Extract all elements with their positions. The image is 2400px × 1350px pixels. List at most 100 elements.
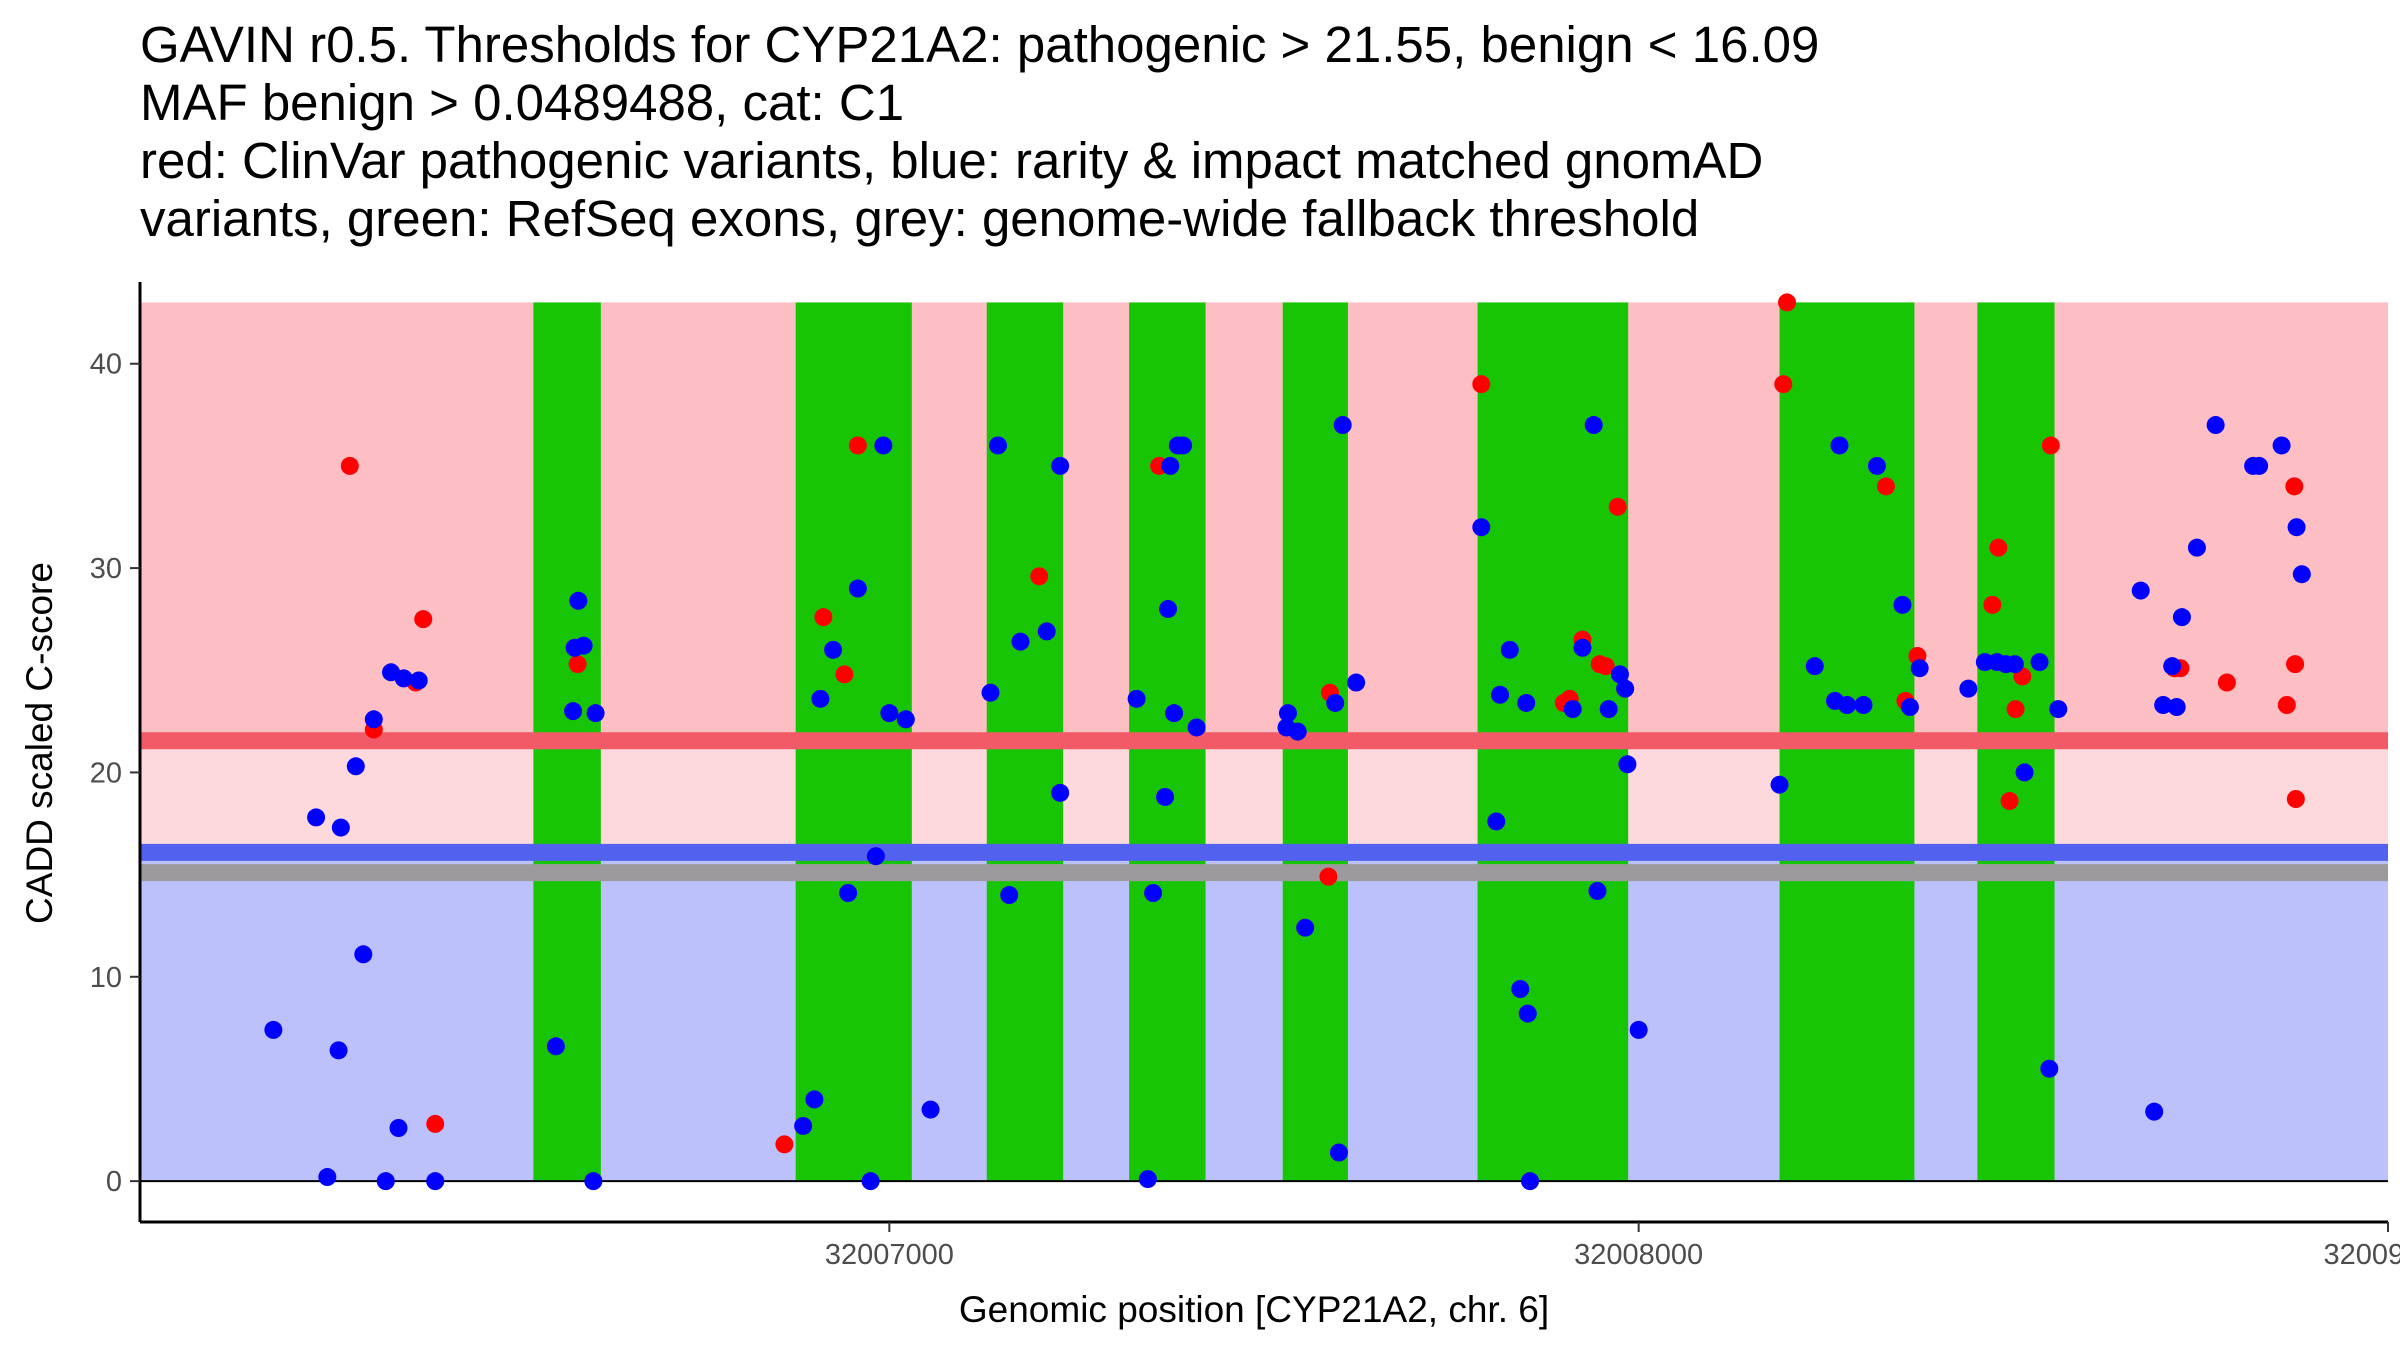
- gnomad-point: [1521, 1172, 1540, 1191]
- gnomad-point: [264, 1020, 283, 1039]
- gnomad-point: [1616, 679, 1635, 698]
- gnomad-point: [794, 1116, 813, 1135]
- gnomad-point: [880, 704, 899, 723]
- gnomad-point: [1837, 696, 1856, 714]
- gnomad-point: [426, 1172, 445, 1191]
- gnomad-point: [1472, 518, 1491, 537]
- title-line-1: GAVIN r0.5. Thresholds for CYP21A2: path…: [140, 16, 1819, 73]
- gnomad-point: [866, 847, 885, 866]
- gnomad-point: [1051, 456, 1070, 475]
- gnomad-point: [2049, 700, 2068, 719]
- gnomad-point: [2131, 581, 2150, 600]
- gnomad-point: [861, 1172, 880, 1191]
- gnomad-point: [2005, 655, 2024, 674]
- gnomad-point: [1573, 638, 1592, 657]
- gnomad-point: [394, 669, 413, 688]
- gnomad-point: [1011, 632, 1030, 651]
- y-tick-label: 40: [90, 349, 122, 381]
- gnomad-point: [2287, 518, 2306, 537]
- clinvar-point: [1319, 867, 1338, 886]
- gnomad-point: [2030, 653, 2049, 672]
- gnomad-point: [389, 1119, 408, 1137]
- gnomad-point: [1770, 775, 1789, 794]
- clinvar-point: [1030, 567, 1049, 586]
- gnomad-point: [1563, 700, 1582, 719]
- gnomad-point: [1599, 700, 1618, 719]
- clinvar-point: [2286, 655, 2305, 674]
- clinvar-point: [1778, 293, 1797, 312]
- clinvar-point: [775, 1135, 794, 1154]
- gnomad-point: [1629, 1020, 1648, 1039]
- title-line-3: red: ClinVar pathogenic variants, blue: …: [140, 132, 1763, 189]
- y-tick-label: 20: [90, 757, 122, 789]
- clinvar-point: [1989, 538, 2008, 557]
- gnomad-point: [1610, 665, 1629, 684]
- clinvar-point: [2286, 790, 2305, 808]
- gnomad-point: [1329, 1143, 1348, 1162]
- gnomad-point: [318, 1168, 337, 1187]
- clinvar-point: [2217, 673, 2236, 692]
- gnomad-point: [364, 710, 383, 729]
- y-tick-label: 0: [106, 1166, 122, 1198]
- gnomad-point: [1174, 436, 1193, 455]
- gnomad-point: [1347, 673, 1366, 692]
- gnomad-point: [981, 683, 1000, 702]
- gnomad-point: [1144, 884, 1163, 902]
- clinvar-point: [2285, 477, 2304, 496]
- gnomad-point: [1000, 886, 1019, 905]
- gnomad-point: [2172, 608, 2191, 627]
- gnomad-point: [1511, 980, 1530, 999]
- clinvar-point: [2277, 696, 2296, 714]
- gnomad-point: [586, 704, 605, 723]
- gnomad-point: [2163, 657, 2182, 676]
- gnomad-point: [1618, 755, 1637, 774]
- clinvar-point: [814, 608, 833, 627]
- y-tick-label: 30: [90, 553, 122, 585]
- gnomad-point: [1487, 812, 1506, 831]
- gnomad-point: [1156, 787, 1175, 806]
- gnomad-point: [1159, 599, 1178, 618]
- x-tick-label: 32009000: [2323, 1239, 2400, 1271]
- gnomad-point: [1867, 456, 1886, 475]
- gnomad-point: [1854, 696, 1873, 714]
- gnomad-point: [1127, 689, 1146, 708]
- x-axis-title: Genomic position [CYP21A2, chr. 6]: [959, 1289, 1549, 1330]
- chart-title: GAVIN r0.5. Thresholds for CYP21A2: path…: [140, 16, 1819, 247]
- title-line-2: MAF benign > 0.0489488, cat: C1: [140, 74, 904, 131]
- x-tick-label: 32007000: [825, 1239, 954, 1271]
- gnomad-point: [307, 808, 326, 827]
- clinvar-point: [414, 610, 433, 629]
- gnomad-point: [1278, 704, 1297, 723]
- title-line-4: variants, green: RefSeq exons, grey: gen…: [140, 190, 1699, 247]
- gnomad-point: [1165, 704, 1184, 723]
- gnomad-point: [1910, 659, 1929, 678]
- clinvar-point: [1472, 375, 1491, 394]
- gnomad-point: [1333, 416, 1352, 435]
- gnomad-point: [1900, 698, 1919, 717]
- clinvar-point: [1596, 657, 1615, 676]
- gnomad-point: [848, 579, 867, 598]
- gnomad-point: [2292, 565, 2311, 584]
- gnomad-point: [1296, 918, 1315, 937]
- clinvar-point: [2006, 700, 2025, 719]
- gnomad-point: [1584, 416, 1603, 435]
- gnomad-point: [1500, 640, 1519, 659]
- gnomad-point: [1893, 595, 1912, 614]
- gnomad-point: [988, 436, 1007, 455]
- gnomad-point: [354, 945, 373, 964]
- gnomad-point: [2145, 1102, 2164, 1121]
- gnomad-point: [805, 1090, 824, 1109]
- gnomad-point: [409, 671, 428, 690]
- gnomad-point: [824, 640, 843, 659]
- gnomad-point: [1588, 881, 1607, 900]
- gnomad-point: [1830, 436, 1849, 455]
- clinvar-point: [2041, 436, 2060, 455]
- gnomad-point: [2015, 763, 2034, 782]
- gnomad-point: [1518, 1004, 1537, 1023]
- gnomad-point: [839, 884, 858, 902]
- gnomad-point: [2250, 456, 2269, 475]
- clinvar-point: [1876, 477, 1895, 496]
- y-tick-label: 10: [90, 962, 122, 994]
- gnomad-point: [574, 636, 593, 655]
